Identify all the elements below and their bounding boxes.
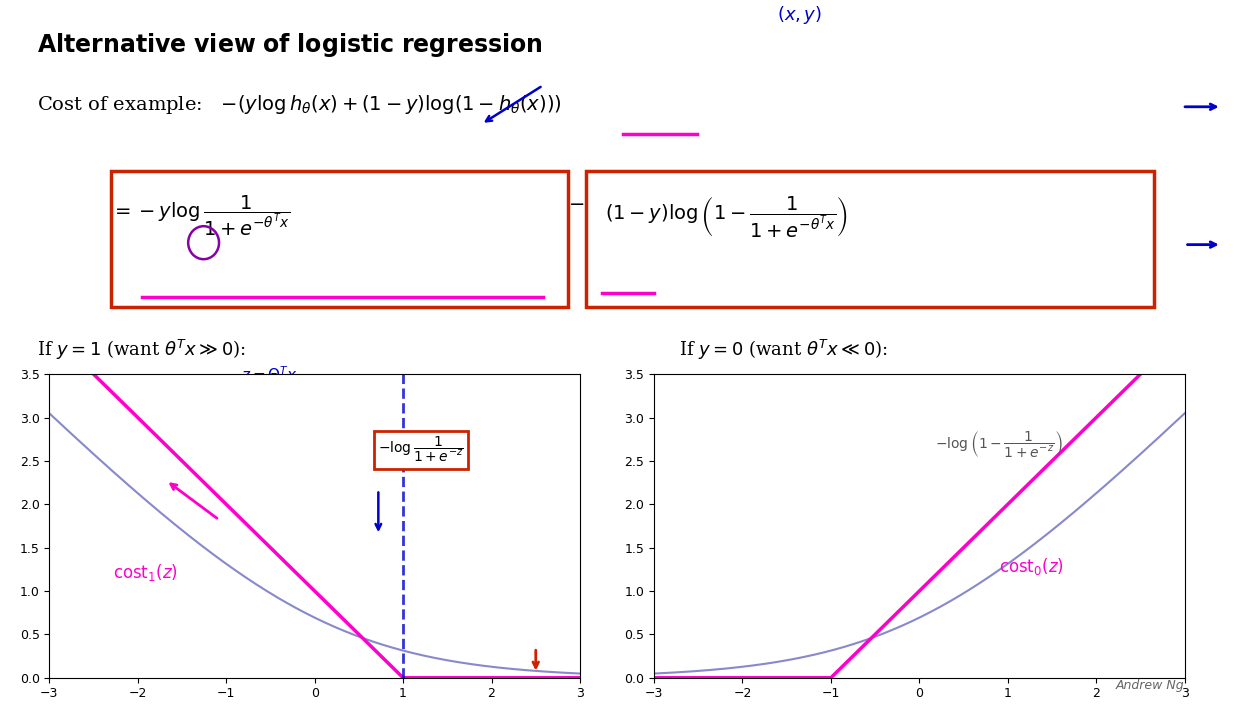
Text: $(x,y)$: $(x,y)$ (777, 4, 822, 26)
Text: $-\log\dfrac{1}{1+e^{-z}}$: $-\log\dfrac{1}{1+e^{-z}}$ (378, 435, 464, 465)
Text: $(1-y)\log\left(1-\dfrac{1}{1+e^{-\theta^Tx}}\right)$: $(1-y)\log\left(1-\dfrac{1}{1+e^{-\theta… (605, 194, 848, 239)
Text: $\mathrm{cost}_0(z)$: $\mathrm{cost}_0(z)$ (1000, 556, 1064, 578)
Text: $= -y\log\dfrac{1}{1+e^{-\theta^Tx}}$: $= -y\log\dfrac{1}{1+e^{-\theta^Tx}}$ (111, 194, 290, 238)
Text: $\bf{Alternative\ view\ of\ logistic\ regression}$: $\bf{Alternative\ view\ of\ logistic\ re… (37, 31, 543, 59)
Text: Andrew Ng: Andrew Ng (1116, 679, 1185, 692)
Text: $z=\Theta^T x$: $z=\Theta^T x$ (241, 365, 297, 383)
Text: Cost of example:   $-(y\log h_\theta(x) + (1-y)\log(1-h_\theta(x)))$: Cost of example: $-(y\log h_\theta(x) + … (37, 93, 561, 116)
Text: $\mathrm{cost}_1(z)$: $\mathrm{cost}_1(z)$ (114, 563, 178, 583)
Text: $-\log\left(1-\dfrac{1}{1+e^{-z}}\right)$: $-\log\left(1-\dfrac{1}{1+e^{-z}}\right)… (935, 429, 1062, 459)
Text: If $y=1$ (want $\theta^T x \gg 0$):: If $y=1$ (want $\theta^T x \gg 0$): (37, 338, 246, 362)
Text: $-$: $-$ (568, 194, 584, 212)
Text: If $y=0$ (want $\theta^T x \ll 0$):: If $y=0$ (want $\theta^T x \ll 0$): (679, 338, 887, 362)
